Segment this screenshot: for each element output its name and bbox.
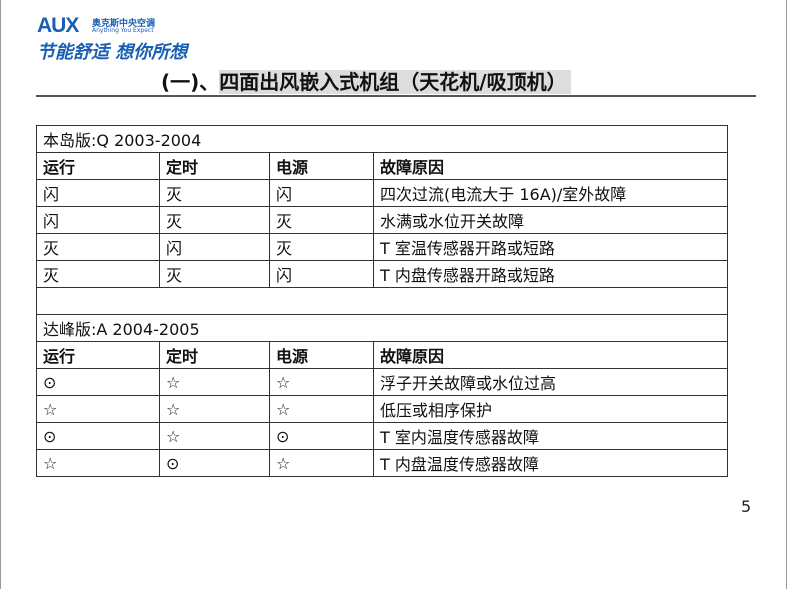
table-cell: ☆ <box>159 368 270 396</box>
table-cell: T 内盘传感器开路或短路 <box>373 260 728 288</box>
table-cell: 电源 <box>269 152 374 180</box>
table-header-row: 运行 定时 电源 故障原因 <box>36 341 728 369</box>
table-cell: 运行 <box>36 152 160 180</box>
table-cell: T 室内温度传感器故障 <box>373 422 728 450</box>
table-cell: ☆ <box>269 449 374 477</box>
table-row: 闪灭闪四次过流(电流大于 16A)/室外故障 <box>36 179 728 207</box>
table-cell: 灭 <box>36 233 160 261</box>
table-cell: ⊙ <box>269 422 374 450</box>
table-row: ☆ ☆ ☆ 低压或相序保护 <box>36 395 728 423</box>
section-label-row: 达峰版:A 2004-2005 <box>36 314 728 342</box>
table-cell: ☆ <box>159 422 270 450</box>
table-header-row: 运行 定时 电源 故障原因 <box>36 152 728 180</box>
table-row: 闪灭灭水满或水位开关故障 <box>36 206 728 234</box>
table-cell: ☆ <box>36 395 160 423</box>
section-label: 本岛版:Q 2003-2004 <box>36 125 728 153</box>
spacer-row <box>36 287 728 315</box>
table-cell: 灭 <box>159 260 270 288</box>
table-cell: ⊙ <box>36 368 160 396</box>
table-cell: 闪 <box>159 233 270 261</box>
empty-cell <box>36 287 728 315</box>
table-cell: ⊙ <box>36 422 160 450</box>
section-label-row: 本岛版:Q 2003-2004 <box>36 125 728 153</box>
logo-brand-cn: 奥克斯中央空调 <box>92 19 156 29</box>
table-cell: ☆ <box>269 368 374 396</box>
table-row: ⊙ ☆ ☆ 浮子开关故障或水位过高 <box>36 368 728 396</box>
title-prefix: (一)、 <box>161 70 220 94</box>
aux-logo: AUX 奥克斯中央空调 Anything You Expect 节能舒适 想你所… <box>37 14 217 63</box>
logo-tagline: Anything You Expect <box>92 27 154 34</box>
table-cell: 闪 <box>36 179 160 207</box>
table-cell: 运行 <box>36 341 160 369</box>
table-cell: 灭 <box>159 206 270 234</box>
table-cell: 灭 <box>269 206 374 234</box>
table-cell: 闪 <box>269 179 374 207</box>
table-cell: 定时 <box>159 341 270 369</box>
table-cell: 浮子开关故障或水位过高 <box>373 368 728 396</box>
table-cell: 电源 <box>269 341 374 369</box>
title-main: 四面出风嵌入式机组（天花机/吸顶机） <box>219 70 571 94</box>
logo-slogan: 节能舒适 想你所想 <box>37 42 188 63</box>
table-row: ☆ ⊙ ☆ T 内盘温度传感器故障 <box>36 449 728 477</box>
table-cell: 灭 <box>36 260 160 288</box>
table-cell: ☆ <box>36 449 160 477</box>
page-number: 5 <box>741 497 752 516</box>
table-cell: 闪 <box>269 260 374 288</box>
table-cell: 低压或相序保护 <box>373 395 728 423</box>
logo-brand: AUX <box>37 14 79 37</box>
table-cell: 四次过流(电流大于 16A)/室外故障 <box>373 179 728 207</box>
header-divider <box>36 95 756 97</box>
table-cell: ☆ <box>269 395 374 423</box>
table-cell: ☆ <box>159 395 270 423</box>
table-cell: T 内盘温度传感器故障 <box>373 449 728 477</box>
table-row: ⊙ ☆ ⊙ T 室内温度传感器故障 <box>36 422 728 450</box>
fault-code-table: 本岛版:Q 2003-2004 运行 定时 电源 故障原因闪灭闪四次过流(电流大于 16… <box>36 125 728 477</box>
table-cell: T 室温传感器开路或短路 <box>373 233 728 261</box>
table-cell: 闪 <box>36 206 160 234</box>
table-cell: ⊙ <box>159 449 270 477</box>
table-cell: 故障原因 <box>373 341 728 369</box>
table-cell: 定时 <box>159 152 270 180</box>
table-cell: 灭 <box>159 179 270 207</box>
table-cell: 水满或水位开关故障 <box>373 206 728 234</box>
table-cell: 灭 <box>269 233 374 261</box>
page-title: (一)、四面出风嵌入式机组（天花机/吸顶机） <box>161 66 571 98</box>
table-cell: 故障原因 <box>373 152 728 180</box>
section-label: 达峰版:A 2004-2005 <box>36 314 728 342</box>
